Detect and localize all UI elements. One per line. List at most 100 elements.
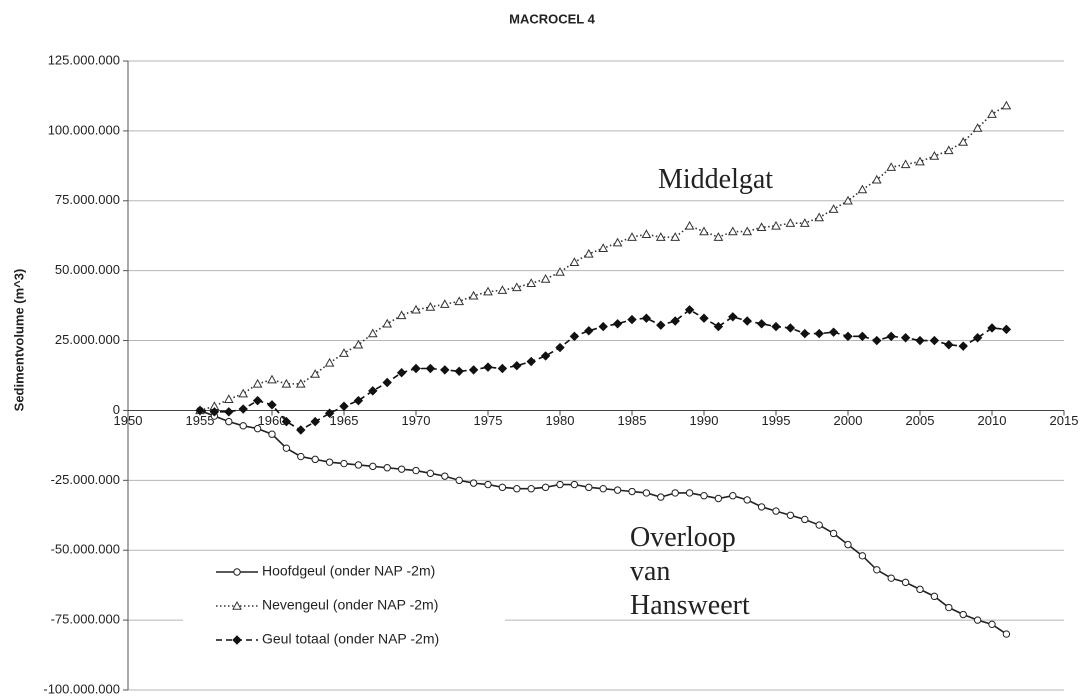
point <box>411 363 421 374</box>
y-tick-label: -75.000.000 <box>51 612 120 627</box>
point <box>973 616 982 624</box>
point <box>771 220 781 230</box>
x-tick-label: 1995 <box>762 413 791 428</box>
x-tick-label: 2005 <box>906 413 935 428</box>
point <box>483 362 493 372</box>
point <box>484 480 492 489</box>
point <box>900 333 911 343</box>
point <box>829 529 838 538</box>
point <box>513 485 521 493</box>
point <box>929 335 940 346</box>
annotation: Hansweert <box>630 590 750 621</box>
point <box>396 310 407 320</box>
point <box>297 452 305 461</box>
point <box>886 331 896 342</box>
point <box>454 366 464 377</box>
point <box>195 405 205 416</box>
point <box>324 408 335 418</box>
point <box>872 335 882 346</box>
point <box>238 388 249 398</box>
point <box>943 145 954 155</box>
point <box>916 585 924 594</box>
point <box>455 476 463 485</box>
point <box>945 603 953 612</box>
point <box>252 395 263 406</box>
y-tick-label: 50.000.000 <box>55 262 120 277</box>
point <box>339 401 349 411</box>
point <box>729 492 737 500</box>
point <box>987 323 997 333</box>
point <box>454 296 465 306</box>
point <box>900 159 911 169</box>
point <box>843 331 853 342</box>
point <box>801 515 809 524</box>
point <box>584 326 594 336</box>
point <box>627 232 637 241</box>
point <box>540 351 551 361</box>
annotation: Overloop <box>630 522 736 553</box>
x-tick-label: 1950 <box>114 413 143 428</box>
point <box>324 357 335 367</box>
point <box>713 321 724 332</box>
point <box>339 348 349 357</box>
legend-marker <box>232 600 242 610</box>
point <box>944 340 954 350</box>
point <box>627 314 637 325</box>
point <box>858 552 867 560</box>
point <box>397 465 406 473</box>
point <box>526 278 537 287</box>
point <box>353 339 364 349</box>
point <box>382 318 393 328</box>
point <box>383 464 391 472</box>
point <box>252 378 263 388</box>
point <box>1001 324 1012 335</box>
point <box>814 328 824 339</box>
point <box>583 248 594 258</box>
point <box>873 566 881 574</box>
point <box>468 290 479 300</box>
point <box>325 458 334 466</box>
point <box>483 286 493 296</box>
point <box>828 204 839 213</box>
point <box>555 342 565 353</box>
y-tick-label: 75.000.000 <box>55 192 120 207</box>
point <box>743 496 751 504</box>
y-tick-label: 0 <box>113 402 120 417</box>
y-tick-label: -100.000.000 <box>43 681 120 696</box>
annotation: Middelgat <box>658 164 773 195</box>
point <box>425 301 436 311</box>
point <box>585 483 593 492</box>
point <box>670 232 681 241</box>
point <box>959 610 967 619</box>
legend-label: Hoofdgeul (onder NAP -2m) <box>262 563 435 579</box>
point <box>901 578 910 587</box>
point <box>1002 630 1011 638</box>
point <box>1001 100 1012 110</box>
point <box>799 218 810 227</box>
point <box>238 404 248 414</box>
point <box>498 483 507 492</box>
point <box>742 226 753 236</box>
y-tick-label: -50.000.000 <box>51 542 120 557</box>
x-tick-label: 2010 <box>978 413 1007 428</box>
x-tick-label: 1980 <box>546 413 575 428</box>
point <box>282 444 291 452</box>
annotation: van <box>630 556 670 587</box>
x-tick-label: 1970 <box>402 413 431 428</box>
x-tick-label: 2015 <box>1050 413 1079 428</box>
point <box>613 486 622 494</box>
x-tick-label: 1965 <box>330 413 359 428</box>
point <box>786 511 795 519</box>
x-tick-label: 1975 <box>474 413 503 428</box>
point <box>441 472 449 480</box>
point <box>382 377 392 388</box>
x-tick-label: 2000 <box>834 413 863 428</box>
point <box>598 243 609 253</box>
point <box>267 400 277 410</box>
point <box>599 485 607 493</box>
point <box>684 305 695 315</box>
point <box>641 229 652 239</box>
point <box>628 487 636 496</box>
point <box>958 137 969 146</box>
